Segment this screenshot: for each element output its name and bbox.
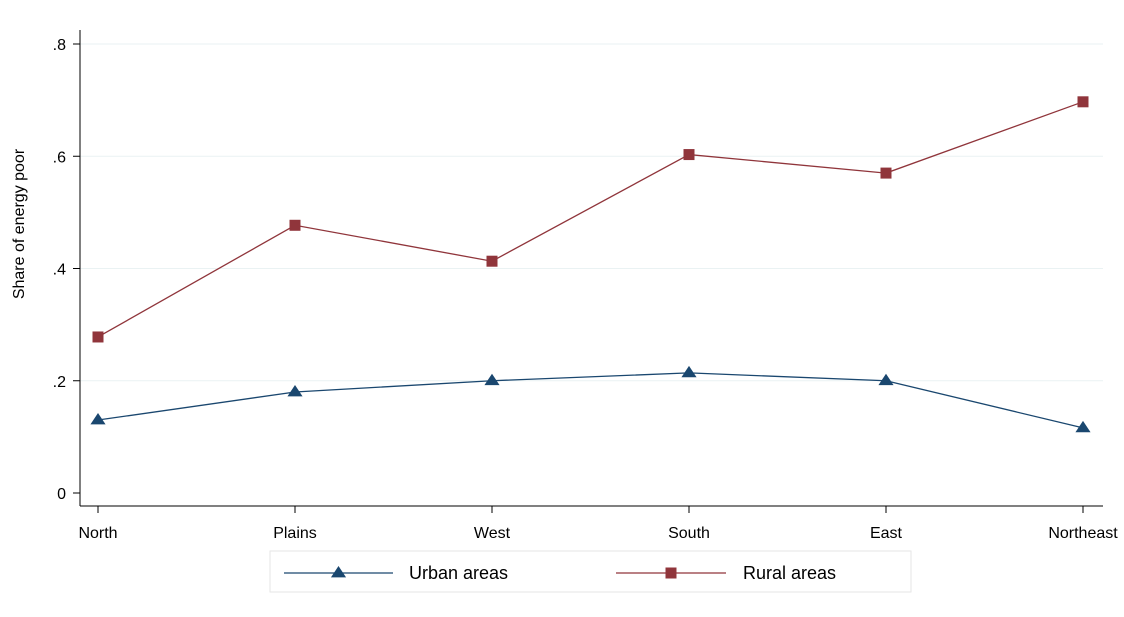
x-tick-label: East (870, 525, 903, 542)
data-point (90, 413, 106, 425)
series-rural (92, 96, 1089, 343)
y-tick-label: .4 (53, 262, 66, 279)
series-urban (90, 365, 1091, 433)
y-axis-label: Share of energy poor (11, 148, 28, 299)
y-tick-label: .6 (53, 149, 66, 166)
legend-item: Urban areas (284, 563, 508, 583)
y-axis-ticks: 0 .2 .4 .6 .8 (53, 37, 80, 503)
legend-box (269, 550, 912, 593)
x-tick-label: Plains (273, 525, 317, 542)
data-point (681, 365, 697, 378)
x-axis-ticks: North Plains West South East Northeast (78, 506, 1118, 542)
data-point (878, 373, 894, 386)
data-point (1075, 420, 1091, 433)
data-point (486, 255, 498, 267)
x-tick-label: South (668, 525, 710, 542)
data-point (683, 149, 695, 161)
data-point (289, 219, 301, 231)
x-tick-label: Northeast (1048, 525, 1118, 542)
data-point (287, 384, 303, 397)
legend: Urban areas Rural areas (269, 550, 912, 593)
series-layer (90, 96, 1091, 433)
series-line (97, 101, 1084, 338)
gridlines (80, 43, 1103, 382)
legend-marker (665, 567, 677, 579)
legend-marker (330, 566, 347, 578)
y-tick-label: 0 (57, 486, 66, 503)
legend-item: Rural areas (616, 563, 836, 583)
y-tick-label: .8 (53, 37, 66, 54)
data-point (92, 331, 104, 343)
data-point (880, 167, 892, 179)
series-line (97, 372, 1084, 429)
data-point (1077, 96, 1089, 108)
legend-label: Rural areas (743, 563, 836, 583)
y-tick-label: .2 (53, 374, 66, 391)
x-tick-label: North (78, 525, 117, 542)
data-point (484, 373, 500, 386)
legend-label: Urban areas (409, 563, 508, 583)
x-tick-label: West (474, 525, 511, 542)
